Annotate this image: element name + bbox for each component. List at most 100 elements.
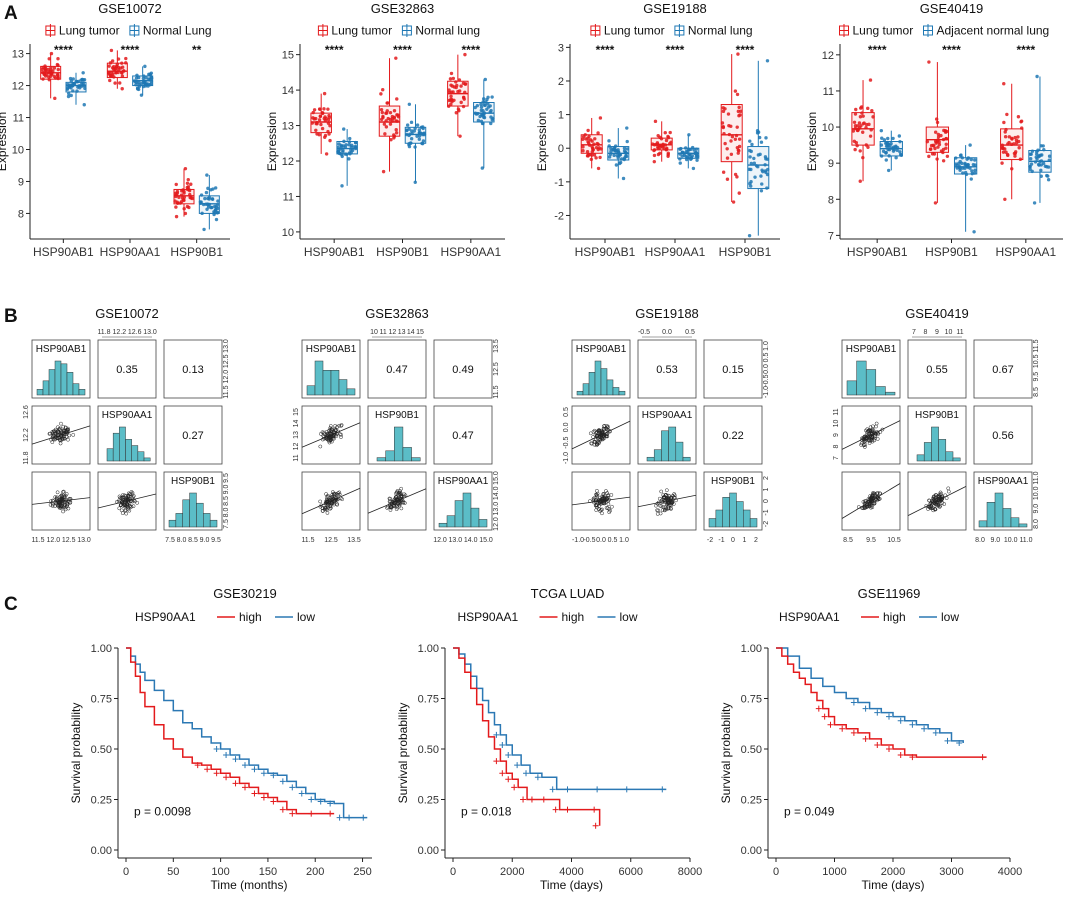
histogram-bar [446,515,456,528]
data-point [666,151,670,155]
survival-curve-low [453,647,667,791]
data-point [596,147,600,152]
legend-label-high: high [883,610,906,624]
correlation-value: 0.22 [722,430,743,442]
data-point [40,67,44,72]
data-point [79,78,83,82]
bottom-tick-label: 11.0 [1019,537,1032,544]
left-tick-label: -0.5 [563,437,570,449]
data-point [407,144,412,149]
histogram-bar [72,383,80,396]
x-tick-label: HSP90AB1 [304,245,365,259]
significance-label: **** [121,43,140,57]
bottom-tick-label: 13.0 [449,537,463,544]
data-point [737,105,741,110]
data-point [1003,135,1008,139]
y-tick-label: 0.50 [741,744,762,756]
data-point [596,166,601,171]
scatter-point [117,498,122,503]
y-axis-title: Survival probability [69,703,83,804]
y-tick-label: 14 [282,85,294,97]
top-tick-label: 10 [370,329,378,336]
y-axis-title: Expression [265,112,279,171]
y-axis-title: Survival probability [396,703,410,804]
data-point [764,170,768,175]
box [106,62,128,79]
histogram-bar [462,492,472,528]
data-point [1013,151,1017,156]
top-tick-label: 8 [924,329,928,336]
data-point [898,150,902,154]
significance-label: **** [1016,43,1035,57]
histogram-bar [306,385,316,396]
data-point [489,115,493,119]
scatter-point [931,508,936,513]
x-tick-label: 0 [123,866,129,878]
histogram-bar [1002,508,1012,528]
data-point [350,148,355,153]
data-point [868,78,873,82]
scatter-point [50,504,55,508]
box [378,105,401,137]
scatter-point [939,496,944,501]
scatter-point [131,495,135,499]
scatter-point [58,500,63,504]
data-point [339,143,343,148]
scatter-point [659,489,664,494]
y-tick-label: 0.00 [91,845,112,857]
data-point [1046,174,1050,178]
data-point [653,119,658,124]
data-point [1006,153,1010,158]
x-tick-label: 50 [167,866,179,878]
censor-mark [850,729,857,736]
scatter-point [863,438,868,443]
histogram-bar [708,518,717,528]
x-tick-label: 4000 [998,866,1022,878]
y-tick-label: 15 [282,50,294,62]
correlation-value: 0.13 [182,364,203,376]
data-point [759,174,763,178]
right-tick-label: 1.0 [763,341,770,351]
scatter-point [606,494,610,498]
survival-curve-low [776,647,964,743]
legend-label: Lung tumor [604,24,665,38]
data-point [379,107,384,112]
data-point [753,175,757,179]
histogram-bar [600,368,608,396]
censor-mark [886,746,892,752]
data-point [687,133,691,137]
data-point [612,153,616,158]
scatter-point [597,429,601,433]
bottom-tick-label: 8.0 [177,537,187,544]
data-point [655,141,660,145]
data-point [736,151,740,155]
scatter-point [872,491,877,496]
data-point [340,154,344,159]
histogram-bar [875,386,886,396]
y-axis-title: Survival probability [719,703,733,804]
matrix-cell [367,339,427,399]
scatter-point [938,490,943,495]
scatter-point [664,488,669,493]
data-point [607,139,611,143]
gene-label: HSP90AA1 [978,476,1029,487]
regression-line [367,488,427,514]
data-point [729,139,733,143]
data-point [749,149,753,154]
histogram-bar [203,513,211,528]
top-tick-label: 11 [380,329,387,336]
data-point [174,214,179,219]
scatter-point [655,508,660,513]
scatter-point [61,509,65,514]
scatter-point [862,506,867,510]
data-point [959,153,963,157]
bottom-tick-label: 10.0 [1004,537,1018,544]
scatter-point [592,500,597,505]
scatter-point [64,499,68,504]
right-tick-label: 11.5 [493,385,500,398]
y-tick-label: 9 [828,158,834,170]
scatter-point [927,498,931,503]
histogram-bar [42,380,50,396]
censor-mark [346,814,353,821]
y-tick-label: 1 [558,110,564,122]
